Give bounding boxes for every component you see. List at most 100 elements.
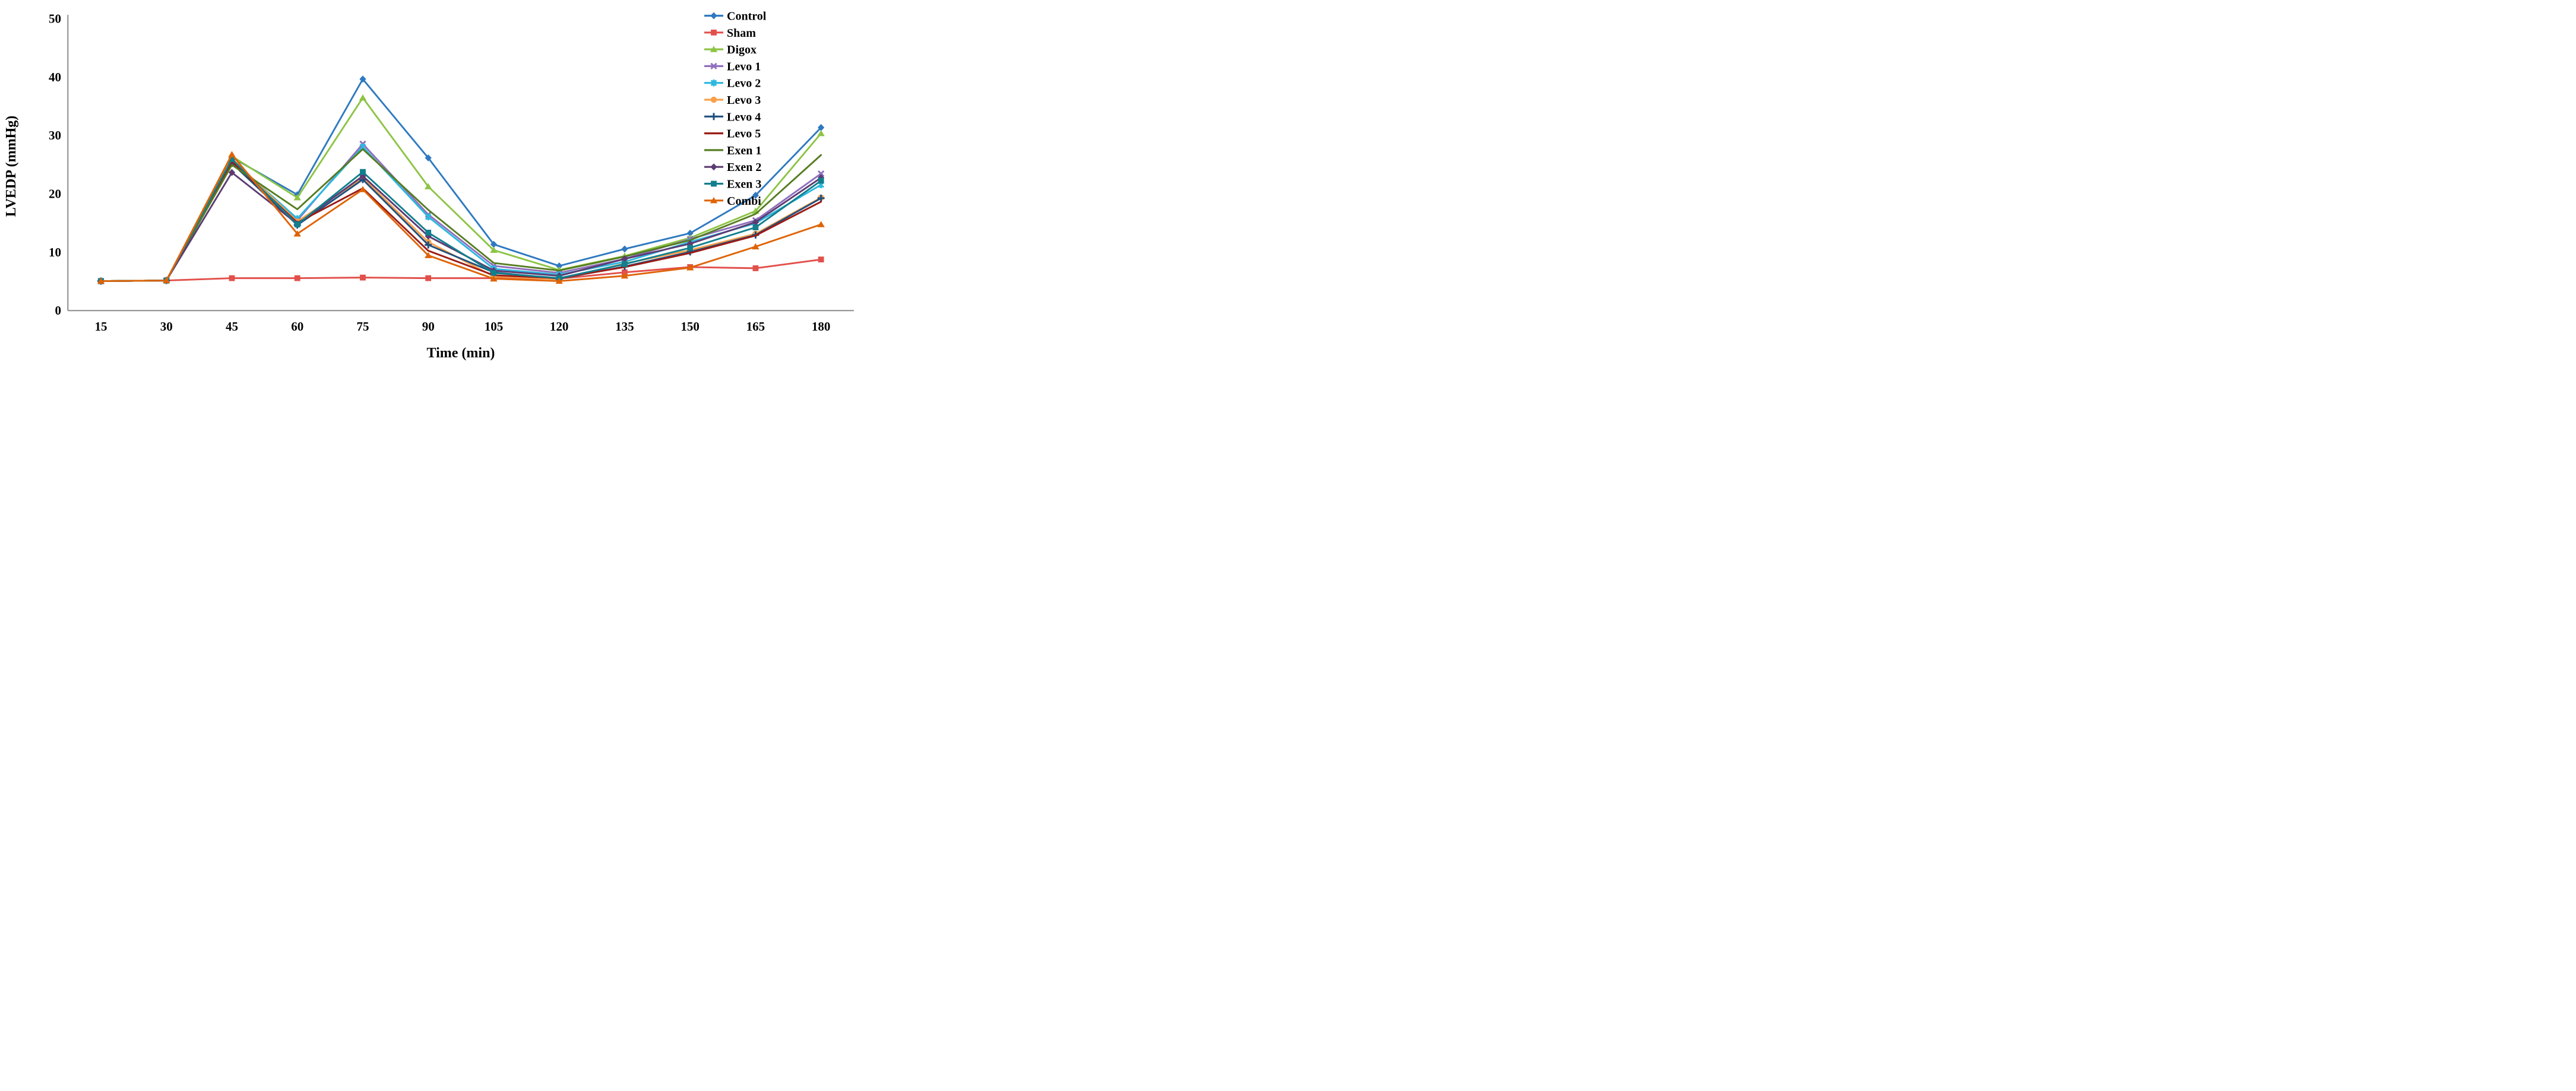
series-marker-combi-135 (621, 272, 629, 279)
legend-label-levo-3: Levo 3 (727, 94, 761, 107)
series-marker-digox-180 (817, 129, 825, 137)
series-marker-sham-180 (818, 256, 824, 263)
x-tick-label-165: 165 (746, 319, 765, 334)
legend-item-exen-2: Exen 2 (704, 161, 761, 174)
legend-marker-control (710, 12, 717, 20)
series-line-control (100, 78, 822, 282)
series-marker-levo-4-180 (817, 194, 825, 202)
series-marker-control-120 (556, 262, 563, 269)
legend-label-exen-3: Exen 3 (727, 178, 761, 191)
legend-label-control: Control (727, 10, 767, 23)
legend-item-levo-1: Levo 1 (704, 60, 761, 73)
x-tick-label-120: 120 (550, 319, 569, 334)
series-marker-levo-4-90 (425, 241, 432, 249)
legend-marker-digox (710, 46, 718, 52)
series-marker-exen-3-180 (818, 177, 824, 184)
legend-marker-levo-3 (710, 96, 717, 103)
series-marker-combi-105 (490, 275, 498, 282)
legend-marker-levo-4 (710, 113, 717, 120)
series-marker-combi-150 (686, 264, 694, 271)
legend-marker-levo-1 (710, 62, 717, 70)
y-tick-label-20: 20 (49, 187, 61, 201)
y-tick-label-10: 10 (49, 245, 61, 259)
legend-item-control: Control (704, 10, 767, 23)
series-marker-combi-180 (817, 221, 825, 227)
series-marker-control-150 (686, 229, 694, 237)
legend-label-levo-2: Levo 2 (727, 77, 761, 90)
series-marker-exen-3-165 (752, 224, 759, 230)
series-marker-digox-90 (425, 183, 432, 189)
y-tick-label-50: 50 (49, 12, 61, 26)
series-marker-exen-3-90 (425, 230, 432, 236)
series-marker-sham-45 (229, 275, 235, 281)
y-tick-label-30: 30 (49, 128, 61, 142)
series-marker-digox-60 (293, 194, 301, 201)
lvedp-line-chart-figure: 0 10 20 30 40 50 15 30 45 60 75 90 105 120 135 150 165 18… (0, 0, 859, 364)
x-tick-label-150: 150 (681, 319, 700, 334)
x-tick-label-90: 90 (422, 319, 435, 334)
x-tick-label-180: 180 (812, 319, 831, 334)
series-marker-exen-3-135 (622, 261, 628, 267)
x-axis-title: Time (min) (427, 345, 495, 361)
series-marker-exen-3-45 (229, 156, 235, 162)
series-line-levo-5 (100, 160, 822, 282)
series-marker-control-180 (818, 123, 825, 131)
legend-item-levo-3: Levo 3 (704, 94, 761, 107)
x-tick-label-60: 60 (291, 319, 303, 334)
series-marker-levo-2-90 (425, 213, 432, 221)
series-line-combi (100, 153, 822, 282)
series-marker-exen-3-150 (687, 245, 694, 251)
legend-label-digox: Digox (727, 43, 757, 56)
series-marker-levo-1-180 (817, 170, 825, 177)
x-tick-label-30: 30 (160, 319, 173, 334)
legend-item-levo-5: Levo 5 (704, 128, 761, 141)
series-marker-control-75 (359, 75, 366, 83)
series-marker-sham-135 (622, 269, 628, 275)
series-marker-exen-2-135 (621, 255, 628, 263)
series-marker-combi-45 (228, 151, 236, 157)
series-marker-control-90 (425, 154, 432, 162)
legend-marker-exen-2 (710, 163, 717, 171)
series-marker-sham-165 (752, 265, 759, 271)
x-tick-label-105: 105 (485, 319, 504, 334)
legend-marker-exen-3 (711, 180, 717, 187)
series-marker-digox-105 (490, 246, 498, 253)
y-tick-label-0: 0 (55, 303, 62, 318)
legend-item-exen-1: Exen 1 (704, 144, 761, 157)
series-marker-exen-2-45 (228, 169, 236, 176)
series-line-sham (100, 258, 822, 282)
axes-layer: 0 10 20 30 40 50 15 30 45 60 75 90 105 120 135 150 165 18… (49, 12, 854, 334)
legend-label-levo-5: Levo 5 (727, 128, 761, 141)
series-marker-exen-3-75 (360, 169, 366, 175)
chart-canvas: 0 10 20 30 40 50 15 30 45 60 75 90 105 120 135 150 165 18… (4, 10, 854, 361)
series-marker-control-135 (621, 245, 628, 253)
legend-item-levo-2: Levo 2 (704, 77, 761, 90)
x-tick-label-135: 135 (615, 319, 634, 334)
series-marker-combi-30 (163, 277, 170, 284)
legend-marker-levo-2 (710, 79, 717, 87)
series-marker-exen-3-60 (294, 221, 300, 228)
series-marker-sham-60 (294, 275, 300, 281)
legend-item-digox: Digox (704, 43, 757, 56)
series-marker-combi-120 (555, 277, 563, 284)
x-tick-label-75: 75 (356, 319, 369, 334)
legend-label-combi: Combi (727, 195, 761, 208)
legend-label-levo-1: Levo 1 (727, 60, 761, 73)
series-marker-digox-75 (359, 94, 367, 101)
series-marker-sham-90 (425, 275, 432, 281)
series-marker-combi-90 (425, 252, 432, 258)
y-tick-label-40: 40 (49, 70, 61, 84)
series-marker-sham-75 (360, 274, 366, 281)
legend-marker-sham (711, 29, 717, 36)
legend-item-combi: Combi (704, 195, 761, 208)
series-line-exen-1 (100, 148, 822, 282)
series-layer (97, 75, 825, 285)
legend-layer: Control Sham Digox Levo 1 Levo 2 Levo 3 Levo 4… (704, 10, 767, 208)
legend-item-sham: Sham (704, 27, 756, 40)
legend-label-exen-1: Exen 1 (727, 144, 761, 157)
legend-label-exen-2: Exen 2 (727, 161, 761, 174)
legend-marker-combi (710, 197, 718, 204)
series-marker-control-165 (752, 191, 759, 199)
legend-item-levo-4: Levo 4 (704, 110, 761, 123)
y-axis-title: LVEDP (mmHg) (4, 116, 19, 217)
